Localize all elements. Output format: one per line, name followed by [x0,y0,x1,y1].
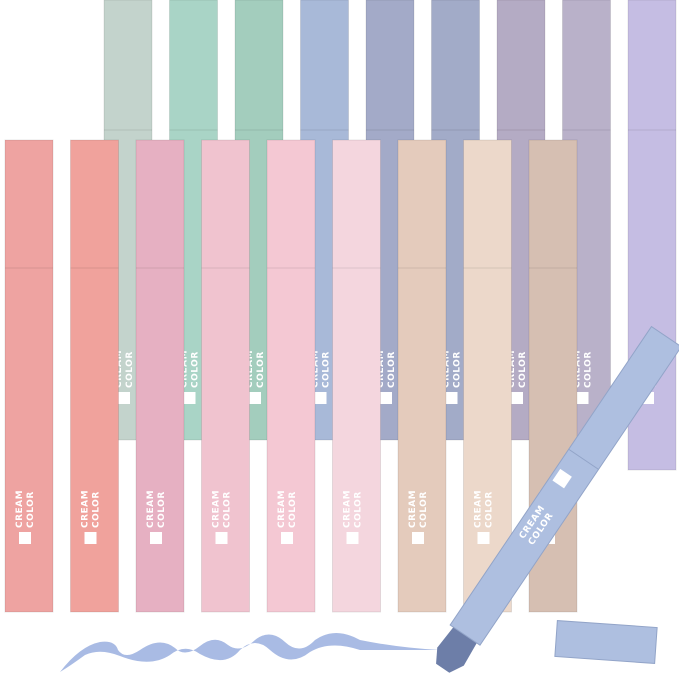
logo-square [412,532,424,544]
pen-label: CREAM [311,350,321,388]
pen-label: COLOR [223,491,233,528]
logo-square [511,392,523,404]
pen-label: COLOR [453,351,463,388]
pen-label: COLOR [157,491,167,528]
pen-label: CREAM [474,490,484,528]
chisel-tip [436,625,478,673]
pen-label: CREAM [442,350,452,388]
logo-square [314,392,327,404]
pen-label: COLOR [518,351,528,388]
pen-label: CREAM [81,490,91,528]
ink-scribble [60,633,440,672]
pen-label: CREAM [376,350,386,388]
logo-square [118,392,130,404]
pen-label: CREAM [146,490,156,528]
pen-label: COLOR [26,491,36,528]
logo-square [552,468,572,489]
pen-label: CREAM [573,350,583,388]
pen-label: CREAM [180,350,190,388]
cap-seam [568,448,599,470]
pen-label: CREAM [212,490,222,528]
pen-label: COLOR [584,351,594,388]
pen-label: COLOR [125,351,135,388]
pen-label: COLOR [419,491,429,528]
logo-square [19,532,31,544]
pen-label: COLOR [354,491,364,528]
logo-square [477,532,490,544]
back-row: CREAMCOLORCREAMCOLORCREAMCOLORCREAMCOLOR… [103,0,677,471]
pen-label: COLOR [256,351,266,388]
logo-square [281,532,293,544]
logo-square [183,392,196,404]
pen-body [449,325,679,646]
pen-label: COLOR [288,491,298,528]
pen-label: CREAM [343,490,353,528]
pen-label: CREAM [507,350,517,388]
logo-square [346,532,359,544]
logo-square [150,532,162,544]
pen-label: COLOR [387,351,397,388]
logo-square [380,392,392,404]
loose-cap [554,620,658,664]
pen-label: COLOR [322,351,332,388]
logo-square [84,532,97,544]
pen-label: CREAM [277,490,287,528]
logo-square [249,392,261,404]
pen-label: CREAM [245,350,255,388]
pen-label: CREAM [408,490,418,528]
pen-label: COLOR [191,351,201,388]
pen-label: CREAM [15,490,25,528]
pen-label: CREAM [114,350,124,388]
pen-label: COLOR [485,491,495,528]
logo-square [576,392,589,404]
logo-square [215,532,228,544]
front-row: CREAM COLOR CREAM COLOR CREAM COLOR CREAM COLOR… [4,139,578,613]
logo-square [445,392,458,404]
pen-label: COLOR [92,491,102,528]
